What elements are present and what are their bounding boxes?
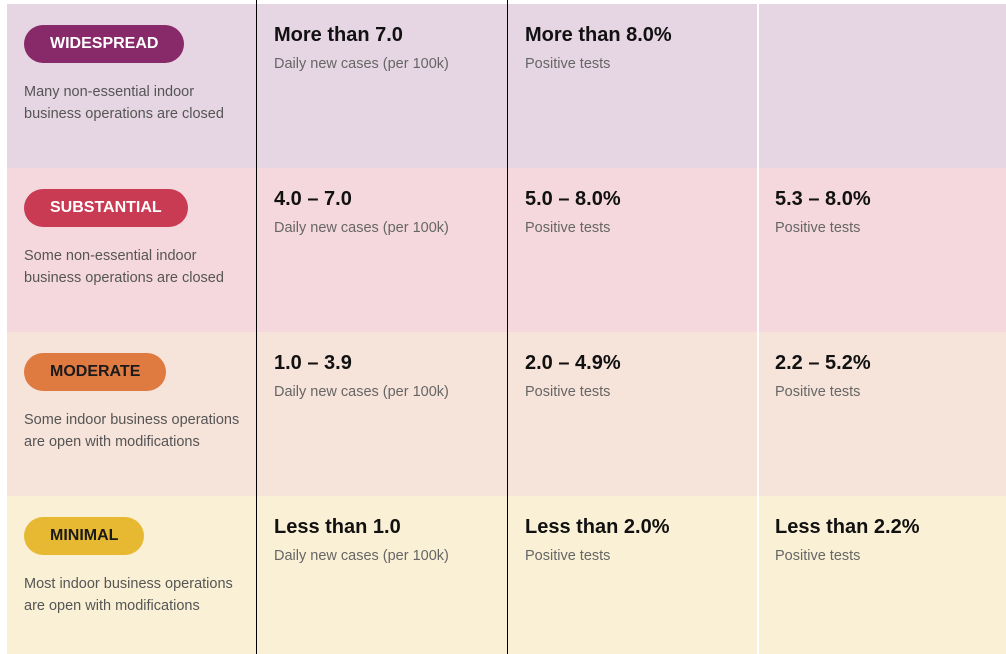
tier-row: MINIMAL Most indoor business operations a… (7, 496, 1006, 654)
metric-cell: More than 8.0% Positive tests (508, 4, 757, 168)
tier-badge: WIDESPREAD (24, 25, 185, 63)
tier-description: Most indoor business operations are open… (24, 576, 233, 614)
metric-cell: 2.0 – 4.9% Positive tests (508, 332, 757, 496)
tier-badge: MODERATE (24, 353, 167, 391)
metric-value: Less than 2.2% (775, 516, 920, 538)
metric-label: Positive tests (775, 548, 861, 564)
metric-label: Positive tests (525, 384, 611, 400)
metric-cell: Less than 1.0 Daily new cases (per 100k) (257, 496, 507, 654)
metric-value: More than 8.0% (525, 24, 672, 46)
tier-row: MODERATE Some indoor business operations … (7, 332, 1006, 496)
column-divider (507, 0, 508, 654)
tier-cell: WIDESPREAD Many non-essential indoor busi… (7, 4, 256, 168)
metric-cell: More than 7.0 Daily new cases (per 100k) (257, 4, 507, 168)
metric-value: More than 7.0 (274, 24, 403, 46)
metric-value: 5.3 – 8.0% (775, 188, 871, 210)
metric-value: 2.0 – 4.9% (525, 352, 621, 374)
metric-label: Positive tests (775, 384, 861, 400)
metric-value: 5.0 – 8.0% (525, 188, 621, 210)
metric-label: Positive tests (525, 220, 611, 236)
tier-cell: MODERATE Some indoor business operations … (7, 332, 256, 496)
tier-row: SUBSTANTIAL Some non-essential indoor bus… (7, 168, 1006, 332)
metric-label: Daily new cases (per 100k) (274, 220, 449, 236)
tier-cell: MINIMAL Most indoor business operations a… (7, 496, 256, 654)
metric-cell: 5.3 – 8.0% Positive tests (758, 168, 1006, 332)
tier-description: Some non-essential indoor business opera… (24, 248, 224, 286)
column-divider (757, 4, 759, 654)
column-divider (256, 0, 257, 654)
metric-cell: 5.0 – 8.0% Positive tests (508, 168, 757, 332)
metric-label: Positive tests (525, 548, 611, 564)
metric-cell: 1.0 – 3.9 Daily new cases (per 100k) (257, 332, 507, 496)
metric-cell: 4.0 – 7.0 Daily new cases (per 100k) (257, 168, 507, 332)
metric-value: Less than 1.0 (274, 516, 401, 538)
metric-label: Positive tests (525, 56, 611, 72)
metric-label: Positive tests (775, 220, 861, 236)
metric-cell: 2.2 – 5.2% Positive tests (758, 332, 1006, 496)
metric-label: Daily new cases (per 100k) (274, 56, 449, 72)
metric-value: Less than 2.0% (525, 516, 670, 538)
tier-description: Some indoor business operations are open… (24, 412, 240, 450)
tier-badge: MINIMAL (24, 517, 145, 555)
metric-cell: Less than 2.2% Positive tests (758, 496, 1006, 654)
metric-value: 2.2 – 5.2% (775, 352, 871, 374)
metric-value: 4.0 – 7.0 (274, 188, 352, 210)
tier-cell: SUBSTANTIAL Some non-essential indoor bus… (7, 168, 256, 332)
metric-label: Daily new cases (per 100k) (274, 384, 449, 400)
metric-value: 1.0 – 3.9 (274, 352, 352, 374)
metric-label: Daily new cases (per 100k) (274, 548, 449, 564)
tier-badge: SUBSTANTIAL (24, 189, 188, 227)
metric-cell: Less than 2.0% Positive tests (508, 496, 757, 654)
tier-row: WIDESPREAD Many non-essential indoor busi… (7, 4, 1006, 168)
tier-description: Many non-essential indoor business opera… (24, 84, 224, 122)
